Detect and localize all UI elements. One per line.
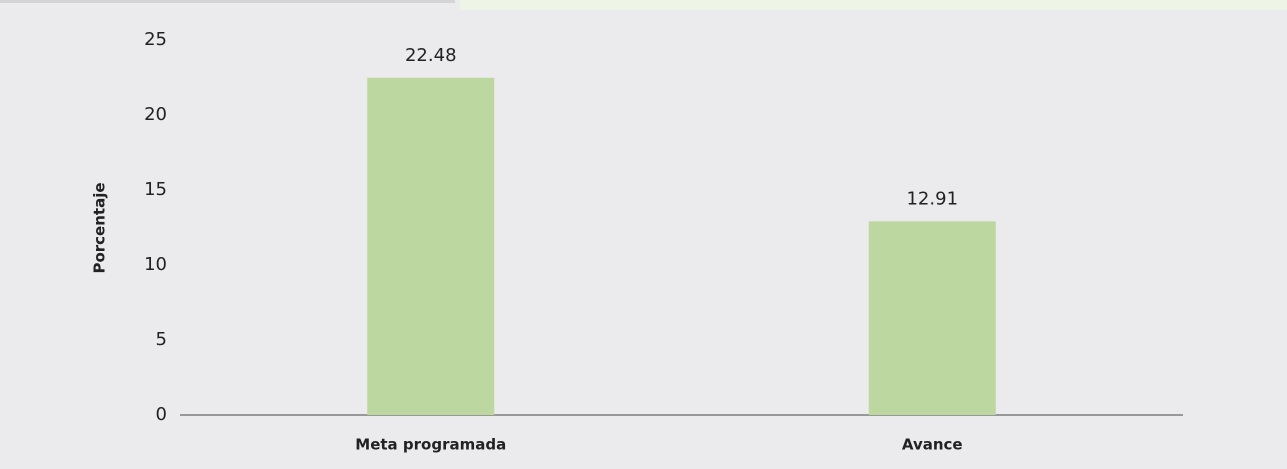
data-label: 22.48 (405, 45, 457, 66)
y-tick-label: 10 (144, 254, 167, 275)
top-strip-right (460, 0, 1287, 10)
y-tick-label: 5 (156, 329, 167, 350)
y-tick-label: 20 (144, 104, 167, 125)
bar (868, 221, 996, 415)
x-tick-label: Avance (902, 436, 963, 454)
y-tick-label: 0 (156, 404, 167, 425)
y-tick-label: 15 (144, 179, 167, 200)
data-label: 12.91 (906, 188, 958, 209)
top-strip-left (0, 0, 455, 3)
y-axis-label: Porcentaje (91, 182, 109, 273)
x-tick-label: Meta programada (355, 436, 506, 454)
y-tick-label: 25 (144, 29, 167, 50)
bar (367, 77, 495, 416)
